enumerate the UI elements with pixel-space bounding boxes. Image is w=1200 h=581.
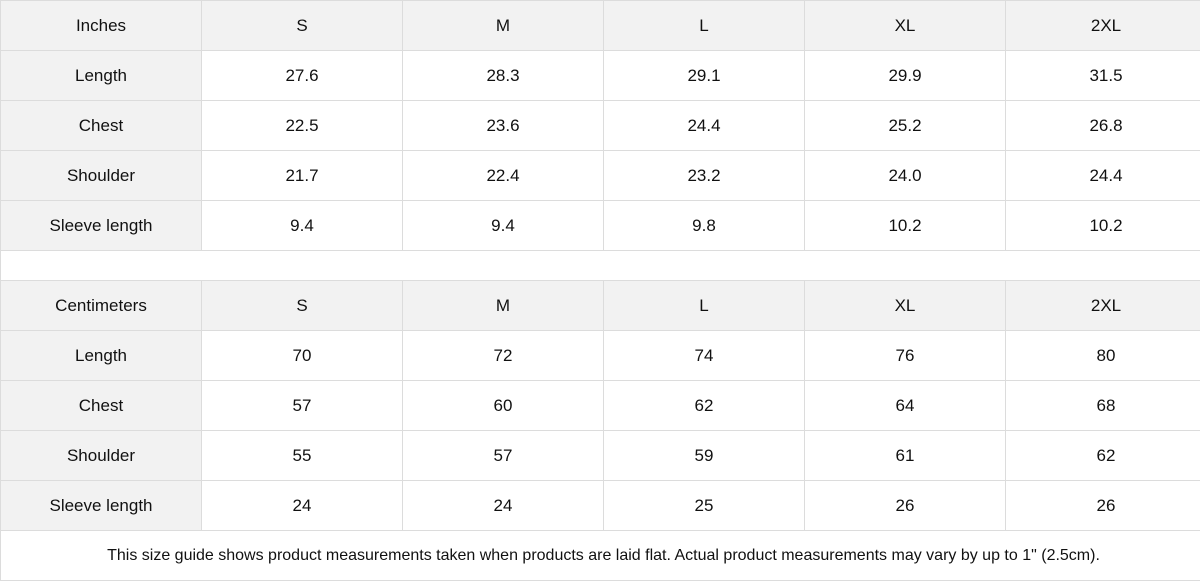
measurement-value: 21.7 [202,151,403,201]
measurement-value: 70 [202,331,403,381]
measurement-label: Sleeve length [1,201,202,251]
size-header: XL [805,1,1006,51]
measurement-value: 23.6 [403,101,604,151]
measurement-value: 31.5 [1006,51,1200,101]
measurement-value: 29.9 [805,51,1006,101]
measurement-value: 55 [202,431,403,481]
measurement-value: 22.5 [202,101,403,151]
size-header: L [604,281,805,331]
measurement-value: 9.8 [604,201,805,251]
table-spacer [1,251,1200,281]
measurement-value: 24 [202,481,403,531]
measurement-value: 57 [403,431,604,481]
measurement-label: Shoulder [1,151,202,201]
measurement-value: 57 [202,381,403,431]
measurement-value: 10.2 [805,201,1006,251]
measurement-value: 68 [1006,381,1200,431]
size-header: M [403,281,604,331]
measurement-value: 62 [1006,431,1200,481]
size-header: M [403,1,604,51]
spacer-cell [1,251,1200,281]
measurement-label: Sleeve length [1,481,202,531]
measurement-value: 72 [403,331,604,381]
measurement-value: 29.1 [604,51,805,101]
size-header: 2XL [1006,1,1200,51]
measurement-label: Chest [1,101,202,151]
measurement-label: Shoulder [1,431,202,481]
measurement-value: 24.4 [1006,151,1200,201]
measurement-value: 9.4 [403,201,604,251]
measurement-value: 59 [604,431,805,481]
measurement-value: 26.8 [1006,101,1200,151]
size-header: 2XL [1006,281,1200,331]
size-guide-note: This size guide shows product measuremen… [1,531,1200,581]
measurement-label: Chest [1,381,202,431]
measurement-value: 76 [805,331,1006,381]
measurement-value: 9.4 [202,201,403,251]
size-header: S [202,1,403,51]
measurement-value: 28.3 [403,51,604,101]
measurement-value: 24 [403,481,604,531]
measurement-value: 62 [604,381,805,431]
measurement-label: Length [1,331,202,381]
size-header: XL [805,281,1006,331]
measurement-value: 64 [805,381,1006,431]
unit-header: Inches [1,1,202,51]
measurement-value: 61 [805,431,1006,481]
unit-header: Centimeters [1,281,202,331]
measurement-value: 80 [1006,331,1200,381]
size-header: S [202,281,403,331]
measurement-value: 74 [604,331,805,381]
measurement-label: Length [1,51,202,101]
measurement-value: 25.2 [805,101,1006,151]
measurement-value: 25 [604,481,805,531]
measurement-value: 24.4 [604,101,805,151]
measurement-value: 27.6 [202,51,403,101]
measurement-value: 22.4 [403,151,604,201]
size-header: L [604,1,805,51]
measurement-value: 26 [1006,481,1200,531]
measurement-value: 10.2 [1006,201,1200,251]
measurement-value: 26 [805,481,1006,531]
measurement-value: 23.2 [604,151,805,201]
measurement-value: 24.0 [805,151,1006,201]
note-row: This size guide shows product measuremen… [1,531,1200,581]
measurement-value: 60 [403,381,604,431]
